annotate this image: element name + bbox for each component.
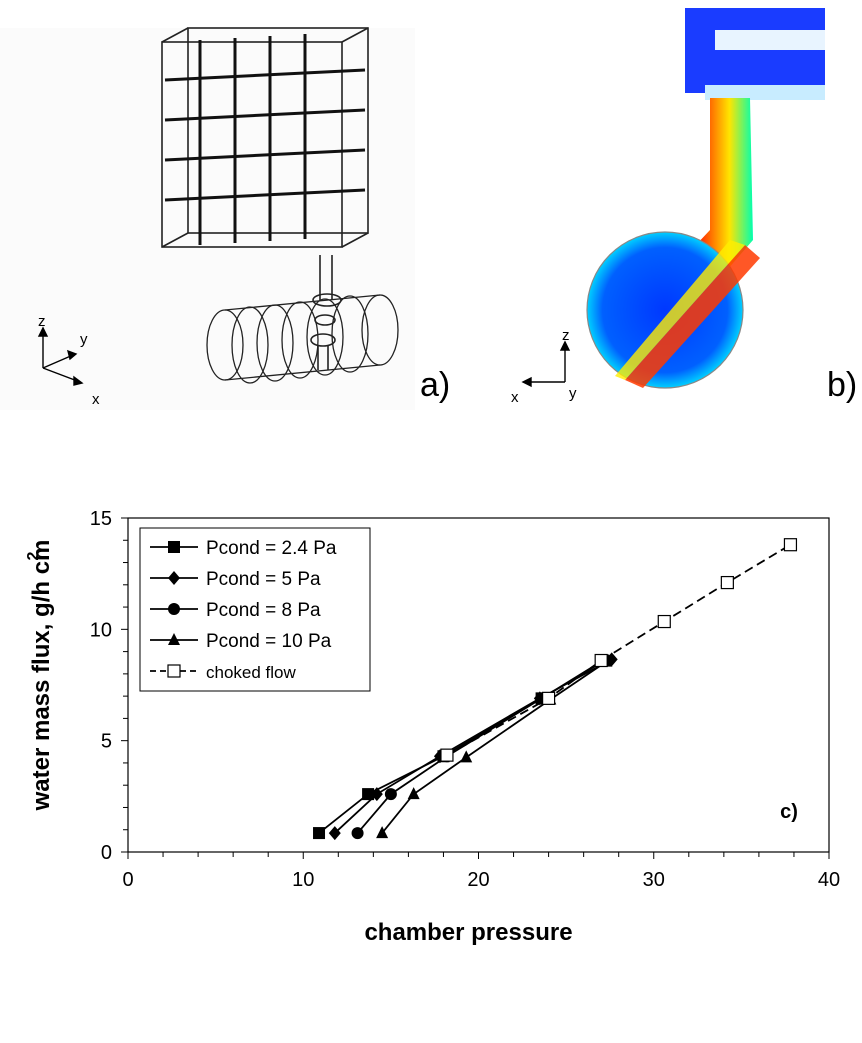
series-3-point xyxy=(376,826,389,839)
axis-y-label-a: y xyxy=(80,331,88,348)
legend-marker-3 xyxy=(168,633,180,645)
chart-c: 0 10 20 30 40 0 5 10 15 chamber pressure water mas… xyxy=(25,508,840,946)
shelf-bars xyxy=(164,34,366,245)
plot-area: 0 10 20 30 40 0 5 10 15 chamber pressure water mas… xyxy=(25,508,840,946)
x-tick-label: 40 xyxy=(818,869,840,891)
series-4-point xyxy=(720,575,734,590)
legend-label-4: choked flow xyxy=(206,663,296,682)
axes-triad-a xyxy=(37,326,84,386)
x-tick-label: 10 xyxy=(292,869,314,891)
y-axis-label: water mass flux, g/h cm xyxy=(28,540,55,812)
drum-hot-streak xyxy=(625,245,760,388)
legend-label-0: Pcond = 2.4 Pa xyxy=(206,538,337,559)
axis-x-label-b: x xyxy=(511,389,519,406)
chamber-bottom xyxy=(705,85,825,100)
series-2-point xyxy=(384,788,397,801)
x-tick-label: 0 xyxy=(122,869,133,891)
x-axis-label: chamber pressure xyxy=(364,919,572,946)
series-1-point xyxy=(370,787,383,802)
panel-a-wireframe-image: z y x a) xyxy=(0,0,450,420)
axis-z-label-b: z xyxy=(562,327,570,344)
series-line-4 xyxy=(446,543,791,756)
panel-b-label: b) xyxy=(827,366,858,404)
panel-c-label: c) xyxy=(780,801,798,823)
drum-warm-streak xyxy=(615,240,745,380)
series-3-point xyxy=(460,750,473,763)
series-0-point xyxy=(313,827,326,840)
panel-a-label: a) xyxy=(420,366,451,404)
x-tick-label: 30 xyxy=(643,869,665,891)
legend-label-1: Pcond = 5 Pa xyxy=(206,569,321,590)
legend-marker-1 xyxy=(168,571,180,585)
series-4-point xyxy=(783,538,798,552)
series-0-point xyxy=(362,788,375,801)
legend-marker-2 xyxy=(168,603,180,615)
legend-marker-0 xyxy=(168,541,180,553)
y-tick-label: 5 xyxy=(101,731,112,753)
chamber-region xyxy=(685,8,825,93)
shelf-frame xyxy=(161,27,369,248)
legend-marker-4 xyxy=(167,664,181,678)
y-tick-label: 0 xyxy=(101,842,112,864)
y-tick-label: 15 xyxy=(90,508,112,530)
y-axis-label-superscript: 2 xyxy=(25,551,42,560)
series-1-point xyxy=(328,826,341,841)
legend-label-2: Pcond = 8 Pa xyxy=(206,600,321,621)
x-tick-label: 20 xyxy=(467,869,489,891)
wireframe-drawing: z y x xyxy=(0,27,415,410)
series-2-point xyxy=(351,827,364,840)
legend-label-3: Pcond = 10 Pa xyxy=(206,631,332,652)
axes-triad-b xyxy=(521,340,571,388)
series-4-point xyxy=(657,614,671,629)
axis-y-label-b: y xyxy=(569,385,577,402)
condenser-coil xyxy=(206,294,399,384)
axis-x-label-a: x xyxy=(92,391,100,408)
series-3-point xyxy=(407,787,420,800)
series-4-point xyxy=(594,653,608,668)
series-4-point xyxy=(541,691,556,705)
cfd-drawing: z x y xyxy=(511,8,825,406)
y-tick-label: 10 xyxy=(90,619,112,641)
series-4-point xyxy=(440,748,454,762)
panel-b-cfd-image: z x y b) xyxy=(505,0,862,420)
chamber-inset xyxy=(715,30,825,50)
axis-z-label-a: z xyxy=(38,313,46,330)
